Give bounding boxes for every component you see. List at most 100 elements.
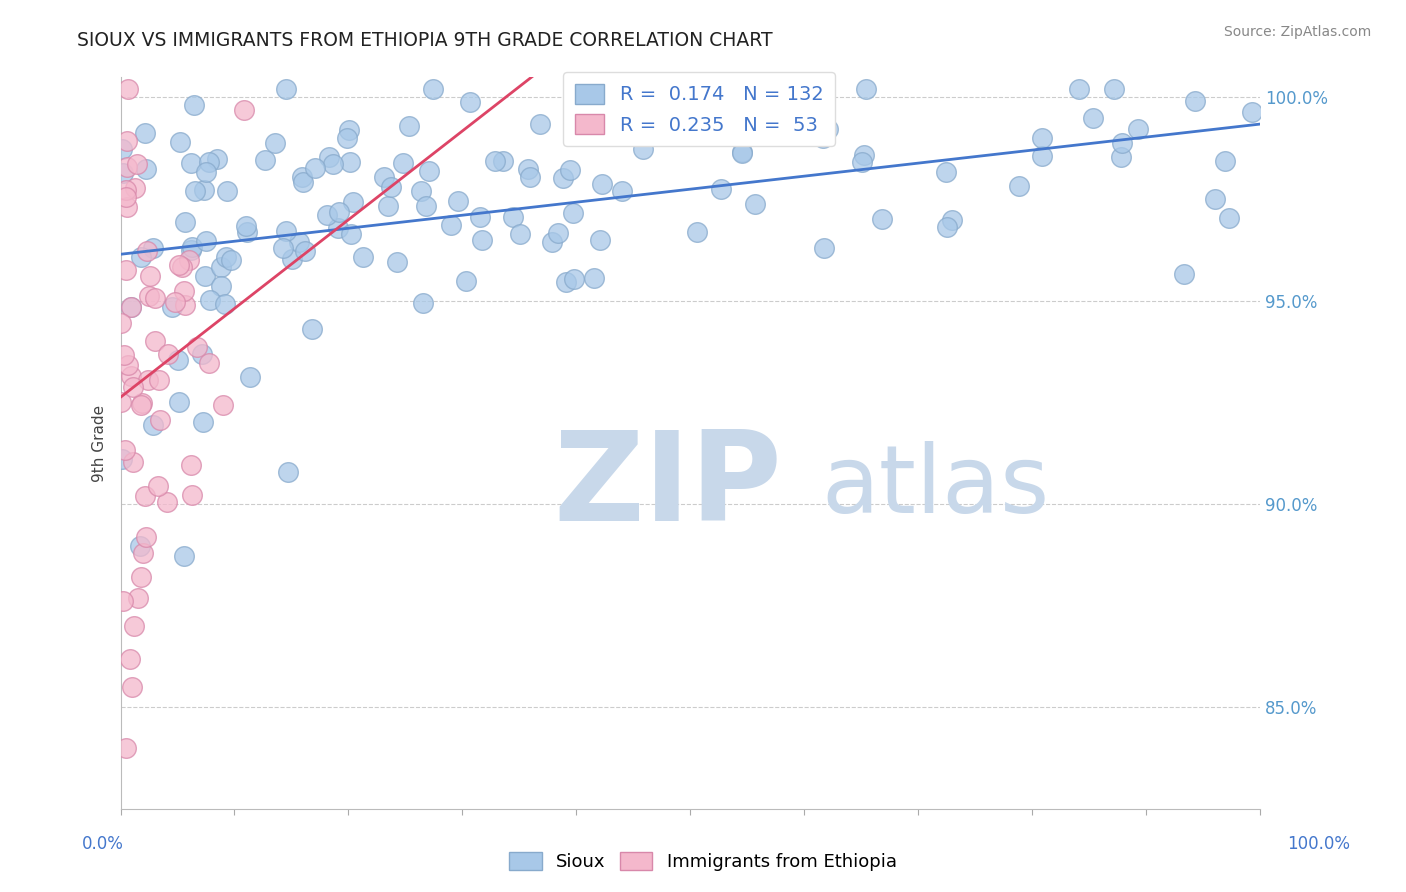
Point — [136, 373, 159, 387]
Point — [337, 123, 360, 137]
Point — [236, 225, 259, 239]
Point — [111, 142, 134, 156]
Point — [156, 495, 179, 509]
Point — [110, 395, 132, 409]
Point — [460, 95, 482, 110]
Point — [115, 161, 138, 175]
Point — [318, 150, 340, 164]
Point — [134, 489, 156, 503]
Point — [1083, 112, 1105, 126]
Point — [134, 126, 156, 140]
Point — [121, 301, 143, 315]
Point — [157, 347, 180, 361]
Point — [1128, 121, 1150, 136]
Text: 100.0%: 100.0% — [1286, 835, 1350, 853]
Point — [744, 197, 766, 211]
Point — [127, 591, 149, 605]
Point — [291, 175, 314, 189]
Point — [412, 295, 434, 310]
Point — [704, 106, 727, 120]
Point — [120, 300, 142, 314]
Point — [115, 200, 138, 214]
Point — [1173, 268, 1195, 282]
Point — [141, 418, 163, 433]
Point — [519, 170, 541, 185]
Point — [194, 269, 217, 284]
Point — [181, 239, 204, 253]
Point — [117, 358, 139, 372]
Point — [112, 166, 135, 180]
Point — [145, 291, 167, 305]
Point — [456, 274, 478, 288]
Point — [117, 82, 139, 96]
Point — [167, 258, 190, 272]
Point — [191, 416, 214, 430]
Point — [817, 122, 839, 136]
Point — [288, 235, 311, 250]
Point — [1184, 95, 1206, 109]
Point — [409, 184, 432, 198]
Point — [380, 179, 402, 194]
Point — [118, 651, 141, 665]
Point — [115, 183, 138, 197]
Point — [212, 398, 235, 412]
Point — [1031, 149, 1053, 163]
Point — [1102, 82, 1125, 96]
Point — [110, 317, 132, 331]
Point — [541, 235, 564, 249]
Point — [1109, 150, 1132, 164]
Point — [547, 226, 569, 240]
Point — [112, 347, 135, 361]
Point — [129, 250, 152, 264]
Point — [186, 340, 208, 354]
Point — [172, 260, 194, 274]
Point — [194, 234, 217, 248]
Point — [143, 334, 166, 348]
Point — [811, 131, 834, 145]
Point — [121, 380, 143, 394]
Point — [870, 212, 893, 227]
Point — [198, 293, 221, 307]
Point — [129, 570, 152, 584]
Point — [184, 184, 207, 198]
Point — [1241, 104, 1264, 119]
Point — [111, 451, 134, 466]
Legend: Sioux, Immigrants from Ethiopia: Sioux, Immigrants from Ethiopia — [502, 845, 904, 879]
Point — [1008, 178, 1031, 193]
Point — [1213, 153, 1236, 168]
Point — [127, 157, 149, 171]
Point — [558, 162, 581, 177]
Point — [294, 244, 316, 259]
Point — [328, 204, 350, 219]
Point — [169, 135, 191, 149]
Point — [422, 82, 444, 96]
Point — [209, 260, 232, 275]
Point — [610, 184, 633, 198]
Point — [209, 278, 232, 293]
Point — [207, 152, 229, 166]
Point — [813, 241, 835, 255]
Point — [385, 255, 408, 269]
Point — [111, 594, 134, 608]
Point — [484, 154, 506, 169]
Point — [198, 155, 221, 169]
Point — [1031, 130, 1053, 145]
Point — [198, 356, 221, 370]
Point — [263, 136, 285, 150]
Point — [194, 165, 217, 179]
Point — [124, 180, 146, 194]
Point — [855, 82, 877, 96]
Point — [232, 103, 254, 118]
Point — [1218, 211, 1240, 225]
Point — [122, 619, 145, 633]
Point — [115, 189, 138, 203]
Point — [418, 164, 440, 178]
Text: ZIP: ZIP — [554, 426, 782, 548]
Point — [167, 394, 190, 409]
Point — [120, 369, 142, 384]
Point — [239, 369, 262, 384]
Point — [148, 373, 170, 387]
Point — [935, 165, 957, 179]
Point — [280, 252, 302, 267]
Point — [1067, 82, 1090, 96]
